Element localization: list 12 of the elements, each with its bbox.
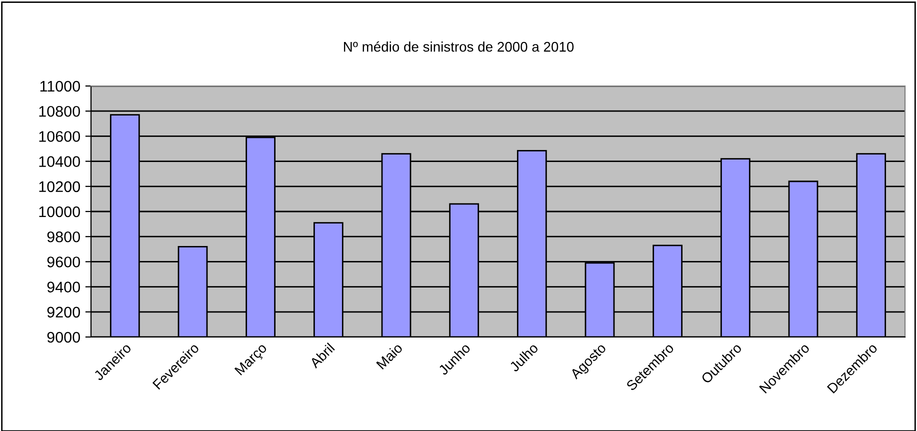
chart-title: Nº médio de sinistros de 2000 a 2010 bbox=[344, 41, 574, 52]
y-tick-label: 10800 bbox=[39, 106, 80, 117]
y-tick-label: 10000 bbox=[39, 206, 80, 218]
y-tick-label: 9400 bbox=[47, 282, 80, 292]
y-tick-label: 9600 bbox=[47, 256, 80, 268]
y-tick-label: 11000 bbox=[40, 80, 80, 92]
y-tick-label: 10200 bbox=[39, 181, 80, 192]
y-tick-label: 10400 bbox=[39, 156, 80, 167]
y-tick-label: 9800 bbox=[47, 231, 80, 242]
y-tick-label: 9200 bbox=[47, 306, 80, 318]
y-tick-label: 10600 bbox=[39, 131, 80, 142]
y-tick-label: 9000 bbox=[47, 332, 80, 343]
